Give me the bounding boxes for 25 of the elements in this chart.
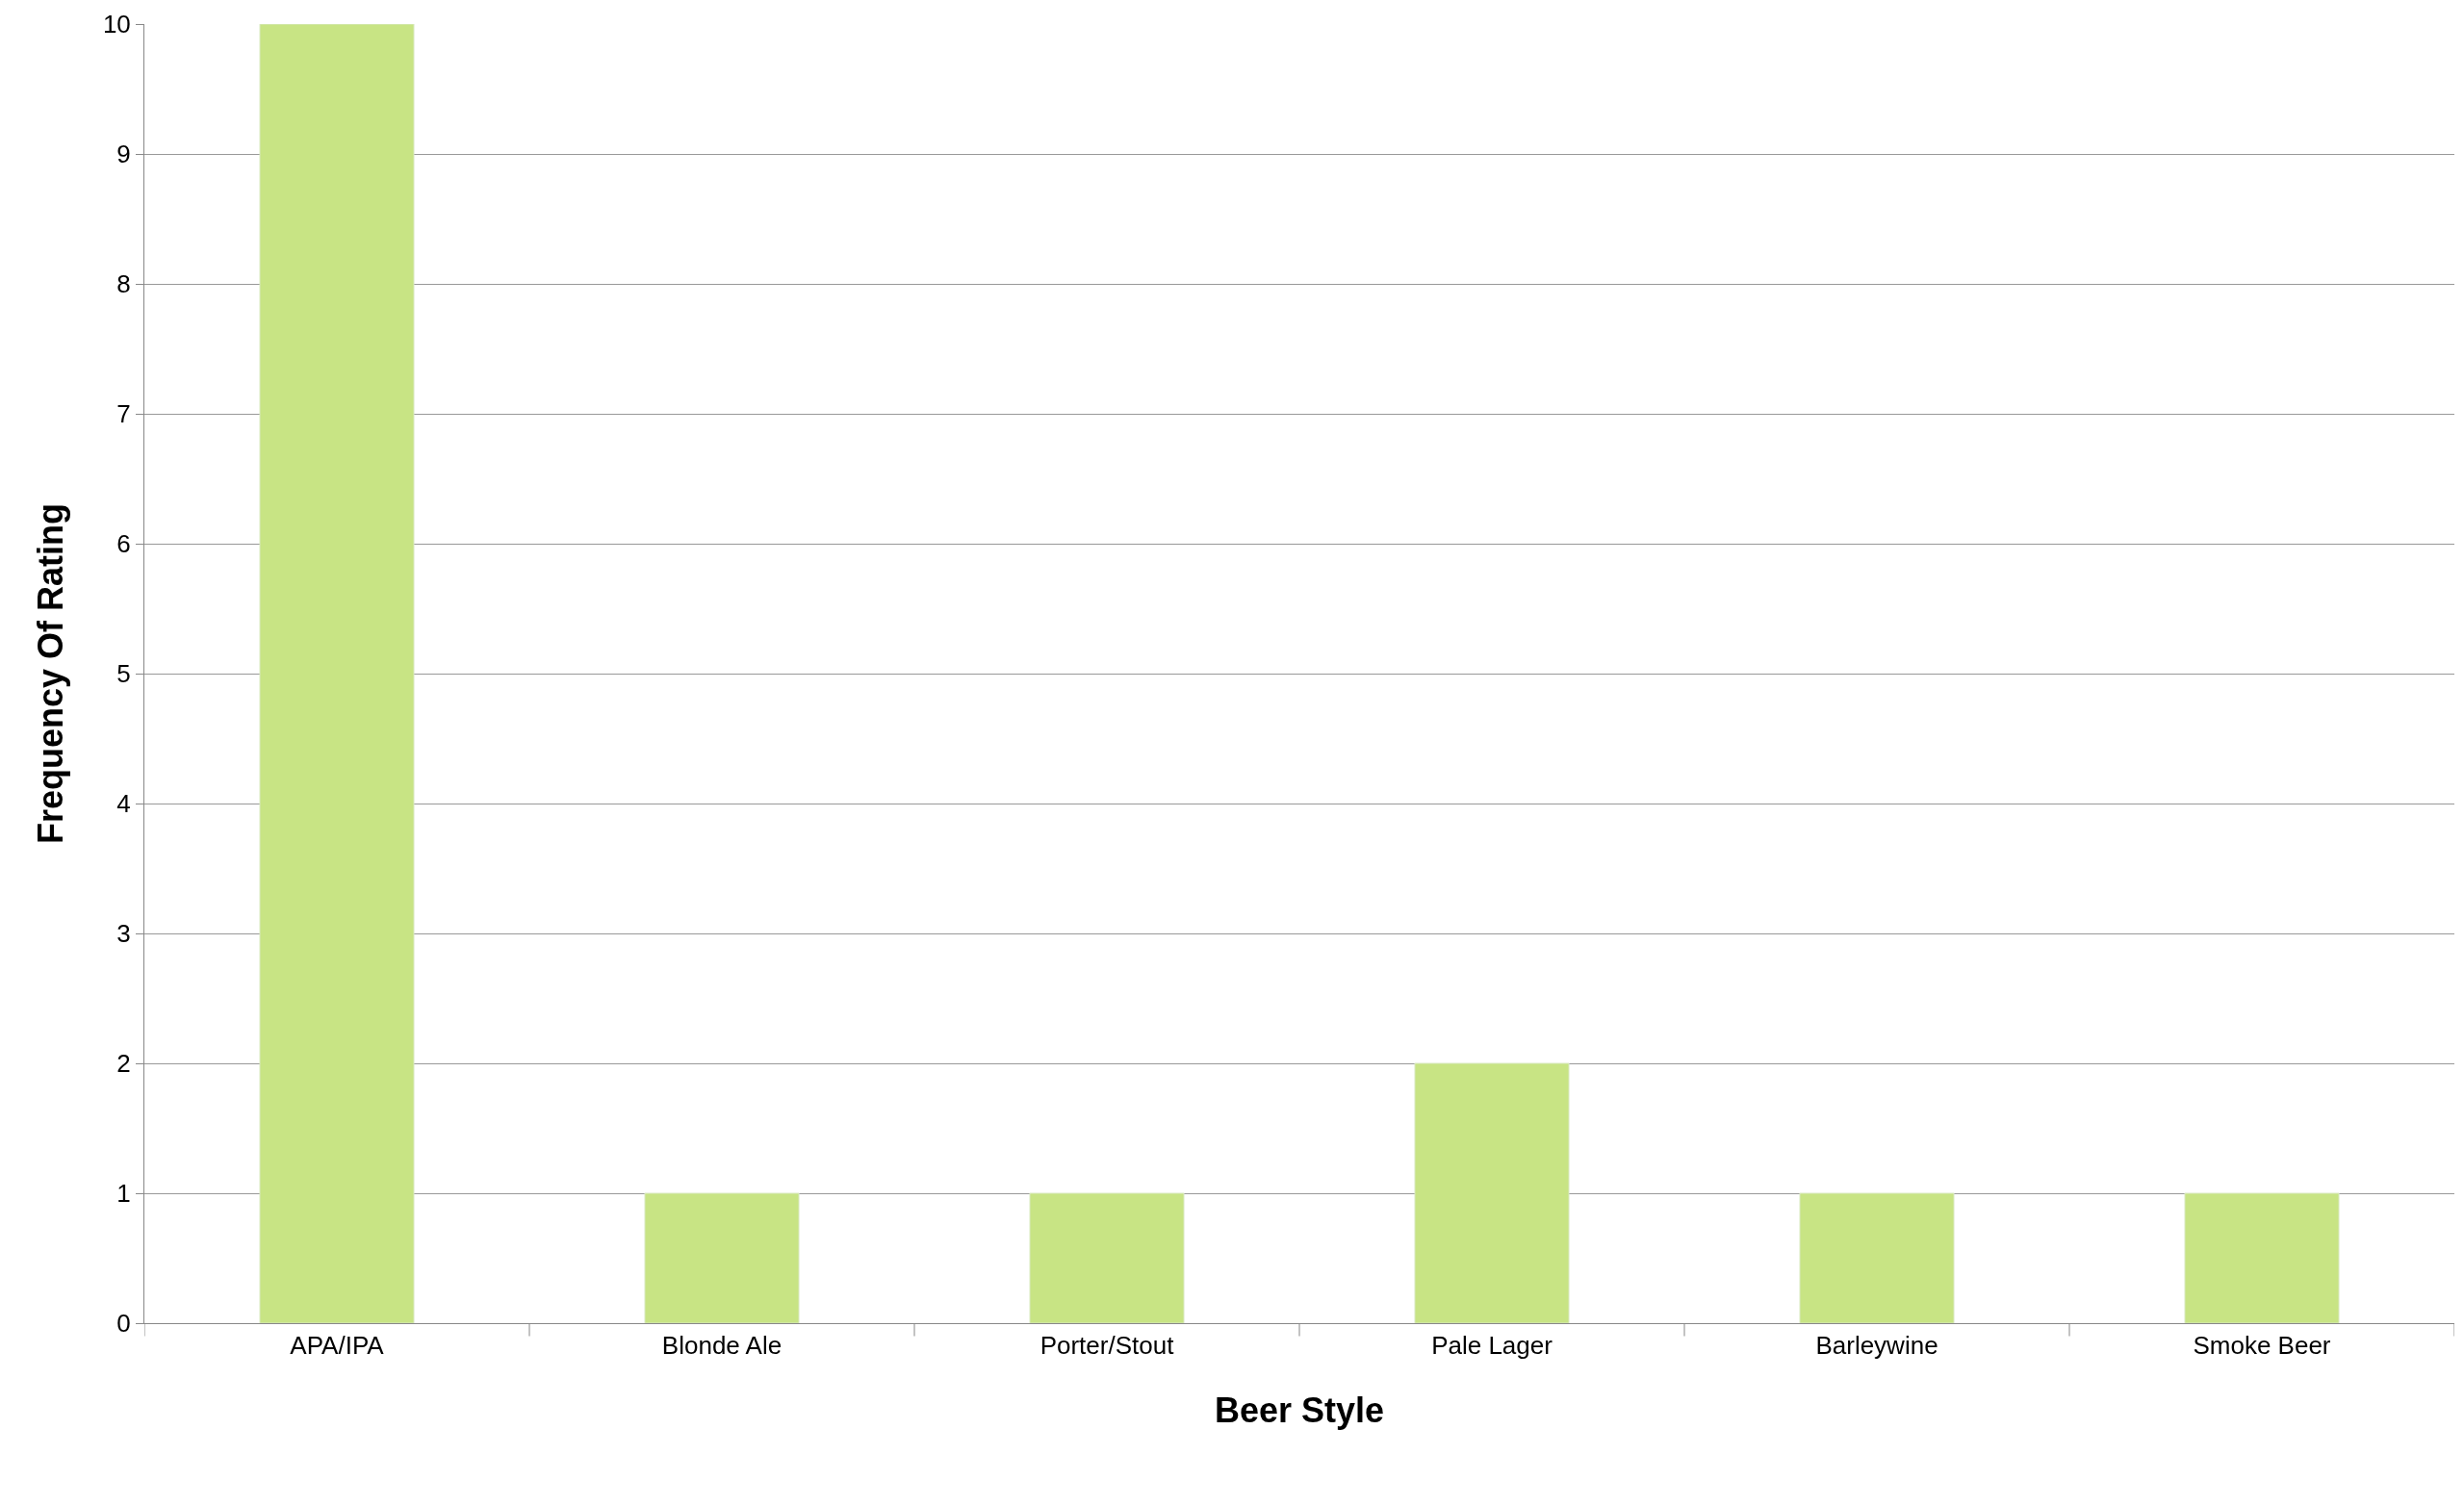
y-tick-label: 1 [116, 1179, 131, 1209]
bar [644, 1192, 800, 1323]
y-tick-label: 8 [116, 269, 131, 299]
y-tick-label: 10 [102, 10, 131, 39]
y-tick-label: 9 [116, 140, 131, 169]
bar [259, 24, 415, 1323]
y-tick-label: 5 [116, 659, 131, 689]
x-axis-title: Beer Style [1214, 1390, 1385, 1430]
x-tick-label: Smoke Beer [2193, 1331, 2331, 1361]
y-axis-title: Frequency Of Rating [30, 502, 70, 845]
bar [1029, 1192, 1185, 1323]
y-tick-label: 0 [116, 1309, 131, 1339]
y-tick-label: 6 [116, 529, 131, 559]
x-tick-label: Porter/Stout [1040, 1331, 1175, 1361]
y-tick-label: 4 [116, 789, 131, 819]
x-tick-label: Pale Lager [1431, 1331, 1553, 1361]
bar [1799, 1192, 1955, 1323]
y-tick-label: 3 [116, 919, 131, 949]
y-tick-label: 2 [116, 1049, 131, 1079]
x-tick-label: APA/IPA [290, 1331, 385, 1361]
x-tick-label: Barleywine [1815, 1331, 1938, 1361]
bar [1414, 1062, 1570, 1323]
x-tick-label: Blonde Ale [661, 1331, 783, 1361]
y-tick-label: 7 [116, 399, 131, 429]
bar [2184, 1192, 2340, 1323]
